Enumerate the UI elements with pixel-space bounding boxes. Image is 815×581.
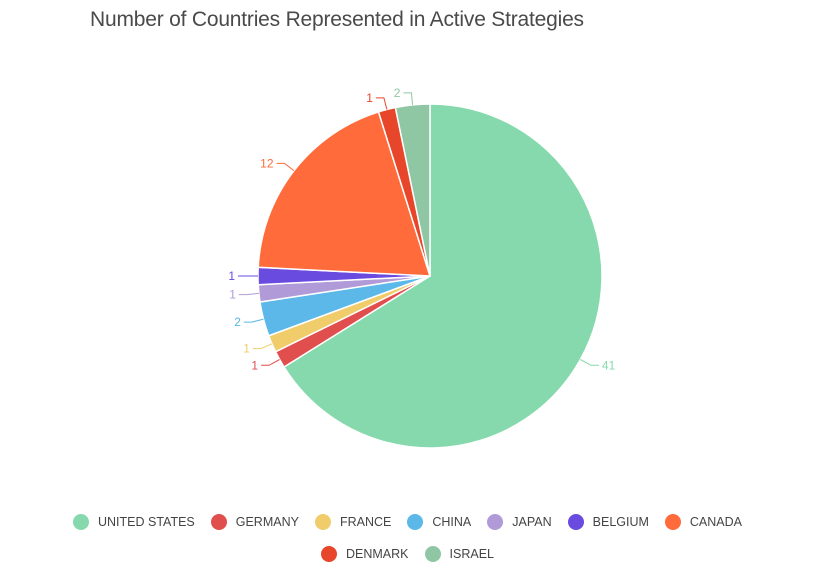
legend-row: DENMARK ISRAEL — [321, 546, 494, 562]
legend-item-china[interactable]: CHINA — [407, 514, 471, 530]
pie-slices — [257, 103, 603, 449]
chart-title: Number of Countries Represented in Activ… — [90, 8, 584, 31]
legend-item-canada[interactable]: CANADA — [664, 514, 742, 530]
legend-label: UNITED STATES — [97, 515, 195, 529]
legend-item-france[interactable]: FRANCE — [314, 514, 392, 530]
legend-item-germany[interactable]: GERMANY — [210, 514, 299, 530]
legend-label: JAPAN — [512, 515, 552, 529]
leader-line — [580, 359, 599, 366]
legend-swatch — [424, 546, 441, 562]
legend-label: ISRAEL — [449, 547, 494, 561]
legend-label: CHINA — [432, 515, 472, 529]
legend: UNITED STATES GERMANY FRANCE CHINA JAPAN BELG… — [0, 514, 815, 562]
legend-row: UNITED STATES GERMANY FRANCE CHINA JAPAN BELG… — [72, 514, 742, 530]
legend-item-denmark[interactable]: DENMARK — [321, 546, 409, 562]
data-label: 1 — [251, 358, 258, 372]
data-label: 1 — [229, 288, 236, 302]
leader-line — [276, 162, 295, 172]
data-label: 2 — [234, 315, 241, 329]
legend-item-united-states[interactable]: UNITED STATES — [72, 514, 195, 530]
leader-lines — [238, 92, 599, 366]
data-label: 12 — [260, 156, 274, 170]
data-label: 2 — [394, 86, 401, 100]
legend-swatch — [487, 514, 504, 530]
leader-line — [243, 318, 264, 323]
legend-label: BELGIUM — [592, 515, 649, 529]
leader-line — [261, 359, 280, 366]
legend-label: CANADA — [689, 515, 742, 529]
legend-swatch — [407, 514, 424, 530]
legend-label: GERMANY — [235, 515, 299, 529]
legend-swatch — [210, 514, 227, 530]
legend-label: FRANCE — [339, 515, 392, 529]
data-label: 1 — [366, 91, 373, 105]
data-label: 1 — [243, 342, 250, 356]
pie-slice-united-states[interactable] — [282, 103, 603, 449]
legend-item-israel[interactable]: ISRAEL — [424, 546, 494, 562]
legend-swatch — [72, 514, 89, 530]
data-label: 1 — [228, 269, 235, 283]
leader-line — [238, 292, 259, 296]
legend-swatch — [664, 514, 681, 530]
leader-line — [375, 97, 388, 110]
pie-slice-canada[interactable] — [257, 110, 432, 277]
legend-item-belgium[interactable]: BELGIUM — [567, 514, 649, 530]
leader-line — [252, 343, 273, 350]
leader-line — [403, 92, 414, 105]
legend-swatch — [321, 546, 337, 562]
legend-swatch — [567, 514, 584, 530]
legend-item-japan[interactable]: JAPAN — [487, 514, 552, 530]
legend-label: DENMARK — [346, 547, 409, 561]
legend-swatch — [314, 514, 331, 530]
data-label: 41 — [602, 358, 616, 372]
